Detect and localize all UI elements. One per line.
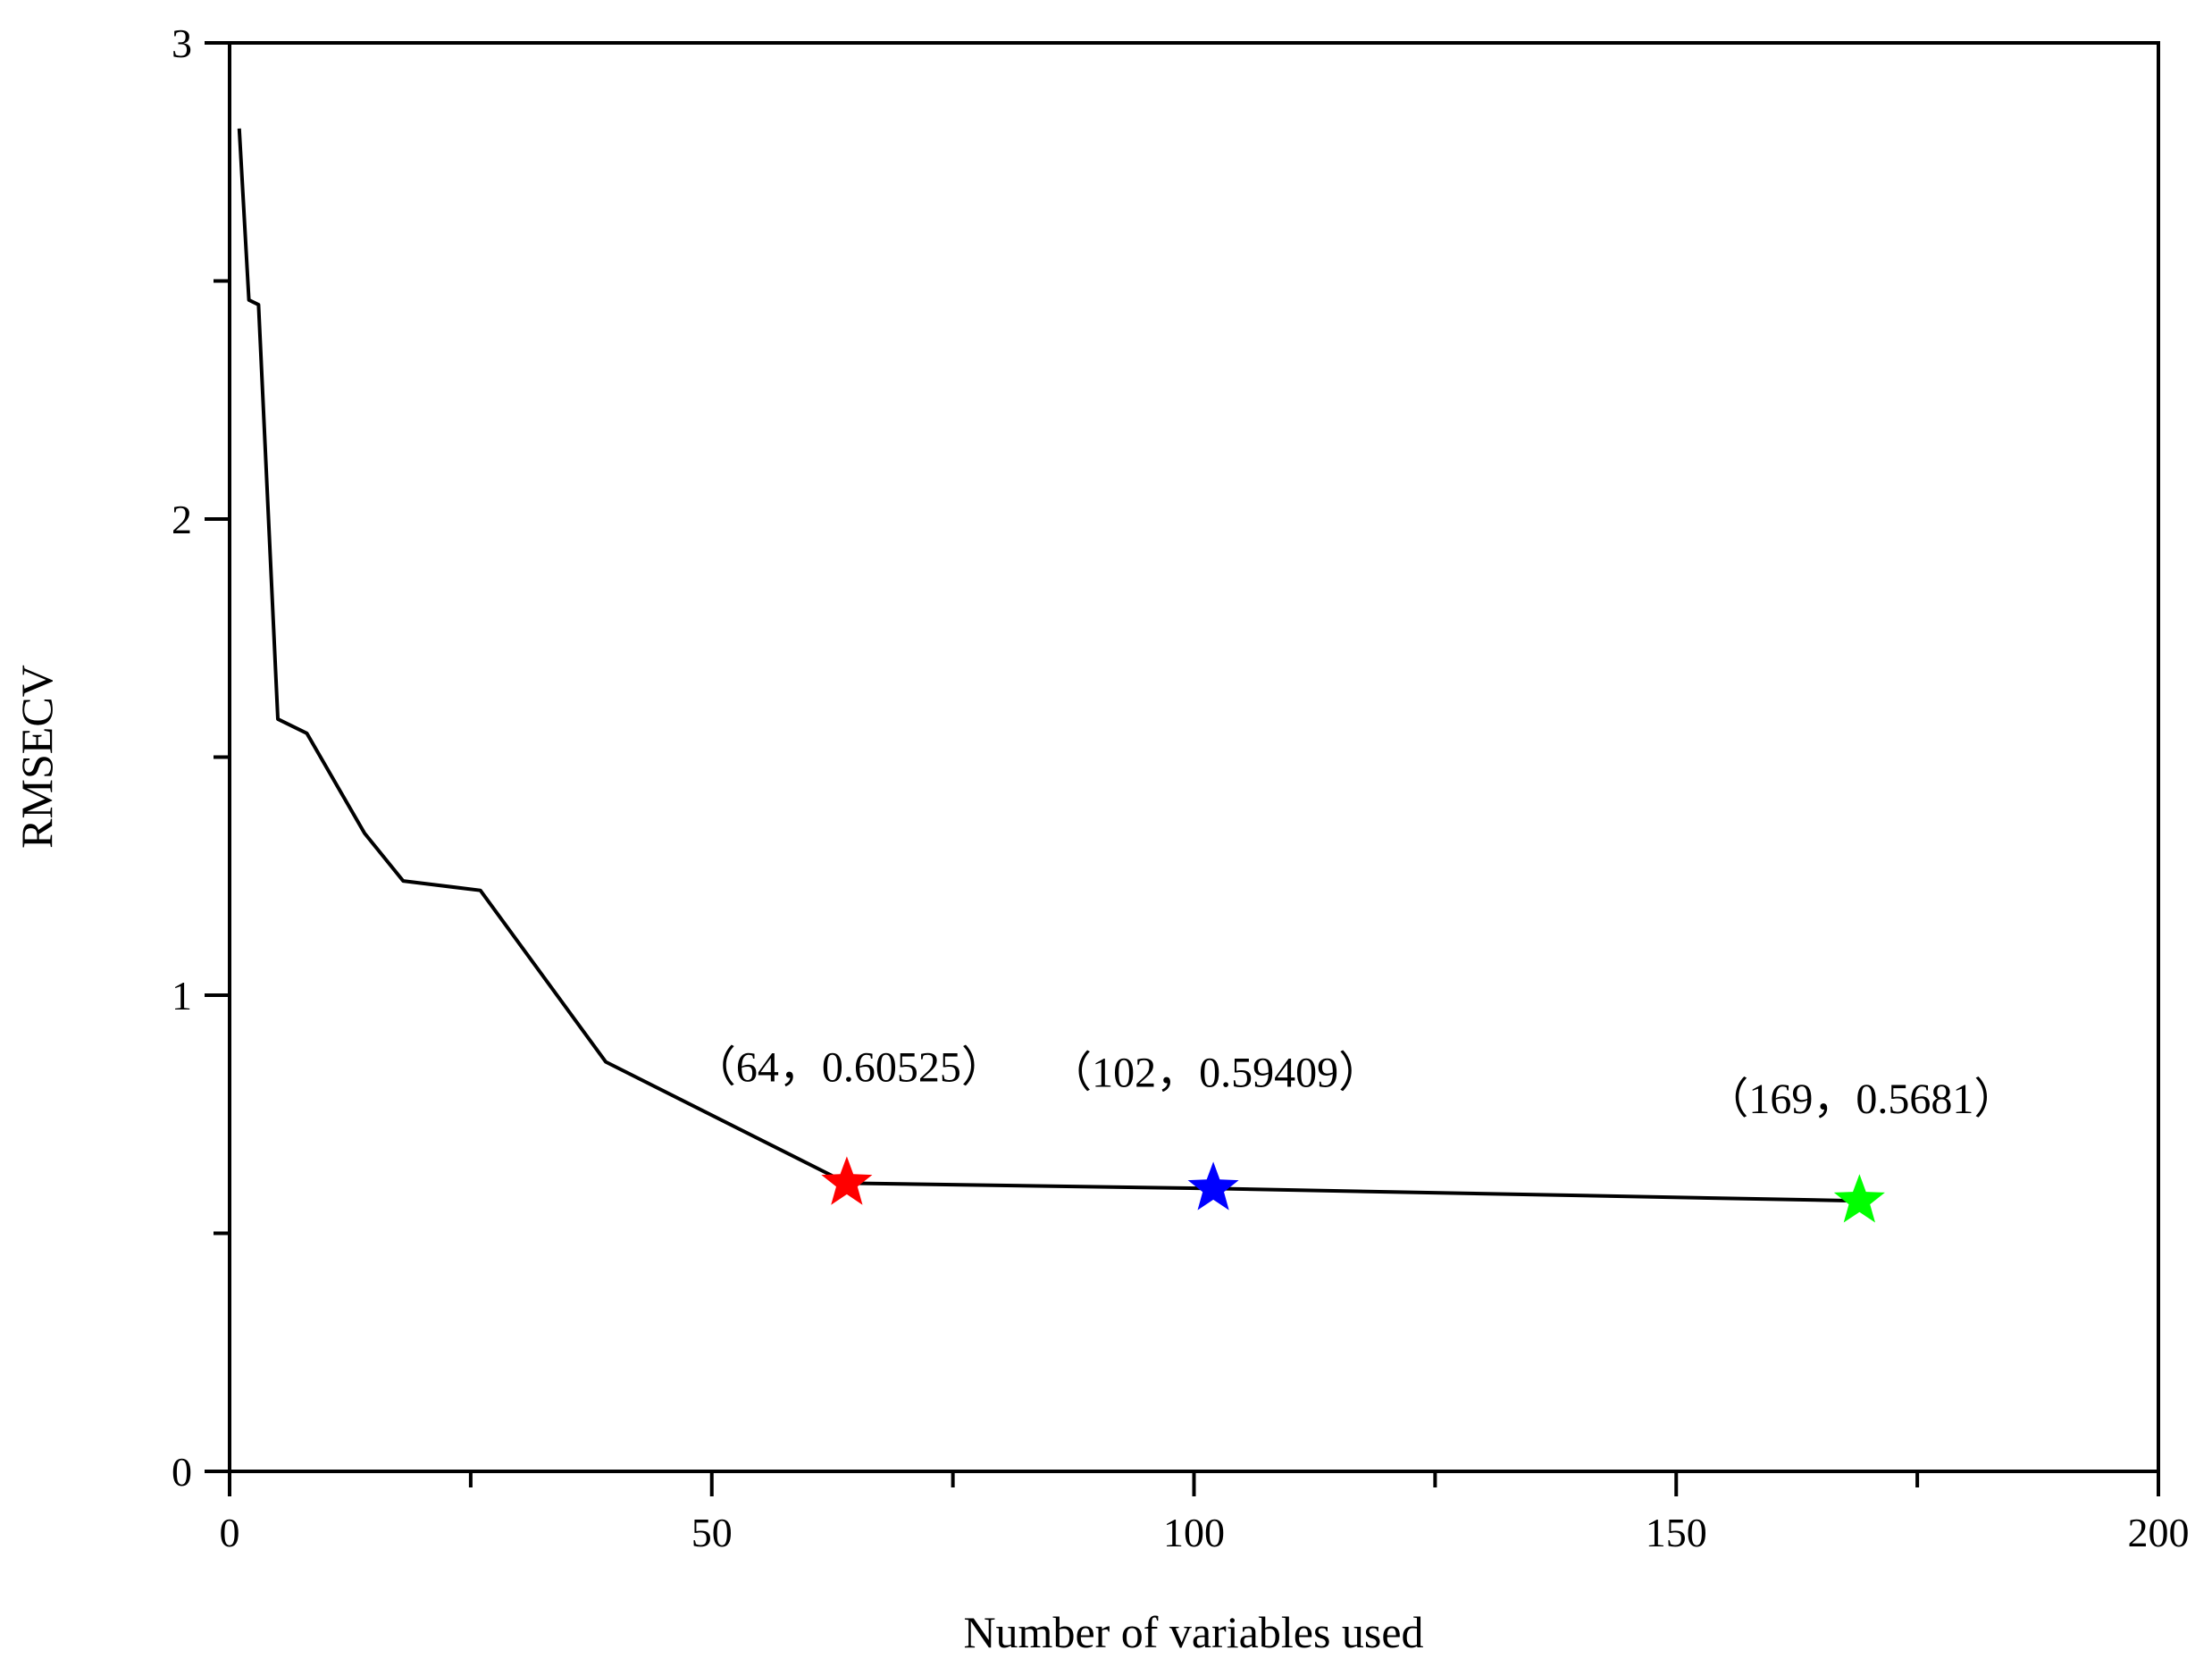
x-tick-label: 200 bbox=[2128, 1510, 2190, 1555]
y-tick-label: 2 bbox=[172, 497, 192, 542]
x-tick-label: 0 bbox=[220, 1510, 240, 1555]
y-tick-label: 1 bbox=[172, 973, 192, 1018]
x-tick-label: 150 bbox=[1646, 1510, 1707, 1555]
highlight-markers: （64，0.60525） （102，0.59409） （169，0.5681） bbox=[693, 1043, 2016, 1223]
x-tick-label: 50 bbox=[691, 1510, 733, 1555]
marker-star-169 bbox=[1833, 1174, 1885, 1223]
x-tick-label: 100 bbox=[1163, 1510, 1225, 1555]
x-axis: 0 50 100 150 200 bbox=[220, 1471, 2190, 1555]
y-tick-label: 0 bbox=[172, 1449, 192, 1495]
y-tick-label: 3 bbox=[172, 21, 192, 66]
x-axis-title: Number of variables used bbox=[963, 1607, 1423, 1657]
marker-star-64 bbox=[821, 1156, 873, 1205]
marker-label-64: （64，0.60525） bbox=[693, 1043, 1004, 1091]
marker-label-169: （169，0.5681） bbox=[1705, 1076, 2016, 1123]
y-axis-title: RMSECV bbox=[12, 665, 62, 849]
rmsecv-line bbox=[237, 128, 1860, 1203]
marker-label-102: （102，0.59409） bbox=[1049, 1049, 1381, 1096]
marker-star-102 bbox=[1187, 1161, 1239, 1210]
plot-frame bbox=[228, 41, 2160, 1473]
y-axis: 0 1 2 3 bbox=[172, 21, 230, 1495]
